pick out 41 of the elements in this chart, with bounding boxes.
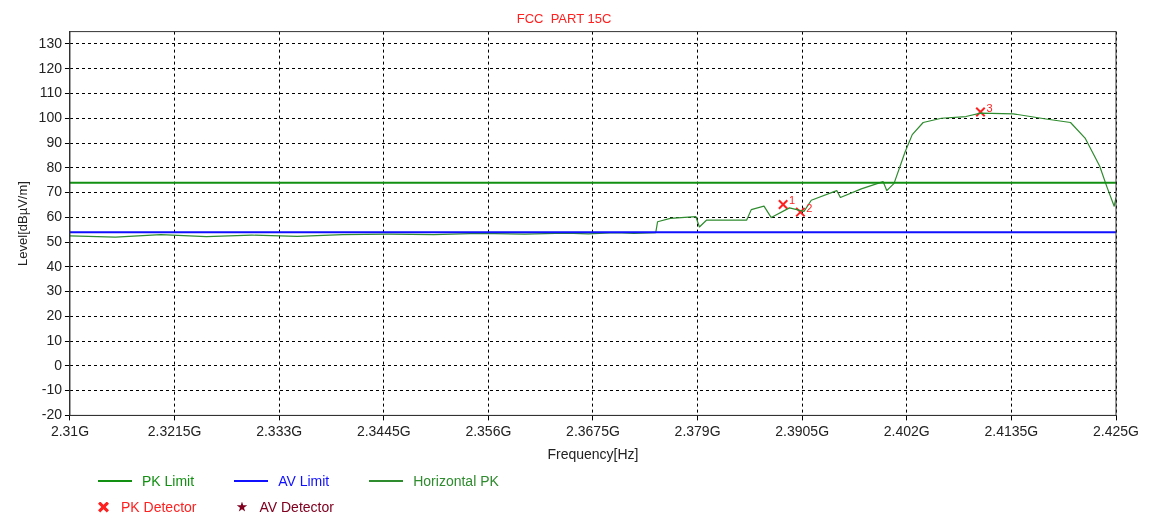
legend-label: Horizontal PK (413, 473, 499, 489)
chart-title: FCC PART 15C (516, 11, 612, 27)
y-tick-label: 50 (46, 232, 63, 249)
y-tick-label: 60 (46, 208, 63, 225)
legend-label: PK Detector (121, 499, 197, 515)
annotation: 3 (986, 101, 993, 114)
y-tick-label: 100 (38, 109, 63, 126)
annotation: 1 (789, 193, 796, 206)
x-tick-label: 2.3905G (775, 422, 830, 439)
y-tick-label: 80 (46, 158, 63, 175)
x-tick-label: 2.3445G (356, 422, 411, 439)
y-tick-label: 10 (46, 331, 63, 348)
x-tick-label: 2.3215G (147, 422, 202, 439)
y-tick-label: 0 (54, 356, 63, 373)
x-tick-label: 2.379G (674, 422, 721, 439)
x-tick-label: 2.402G (883, 422, 930, 439)
legend-label: PK Limit (142, 473, 195, 489)
point (777, 199, 789, 210)
y-tick-label: 110 (39, 84, 63, 101)
x-tick-label: 2.333G (256, 422, 303, 439)
y-axis-title: Level[dBµV/m] (15, 181, 31, 266)
legend-label: AV Limit (278, 473, 330, 489)
y-tick-label: -20 (41, 406, 63, 423)
y-tick-label: 30 (46, 282, 63, 299)
y-tick-label: -10 (41, 381, 63, 398)
legend-label: AV Detector (259, 499, 334, 515)
y-tick-label: 70 (46, 183, 63, 200)
y-tick-label: 40 (46, 257, 63, 274)
point (975, 106, 986, 118)
point (795, 206, 806, 218)
y-tick-label: 130 (38, 34, 63, 51)
x-tick-label: 2.31G (50, 422, 90, 439)
x-tick-label: 2.3675G (566, 422, 620, 439)
y-tick-label: 90 (46, 133, 63, 150)
x-axis-title: Frequency[Hz] (547, 446, 639, 463)
y-tick-label: 20 (46, 307, 63, 324)
y-tick-label: 120 (38, 59, 63, 76)
x-tick-label: 2.425G (1093, 422, 1139, 439)
x-tick-label: 2.4135G (984, 422, 1039, 439)
annotation: 2 (806, 201, 813, 214)
x-tick-label: 2.356G (465, 422, 512, 439)
